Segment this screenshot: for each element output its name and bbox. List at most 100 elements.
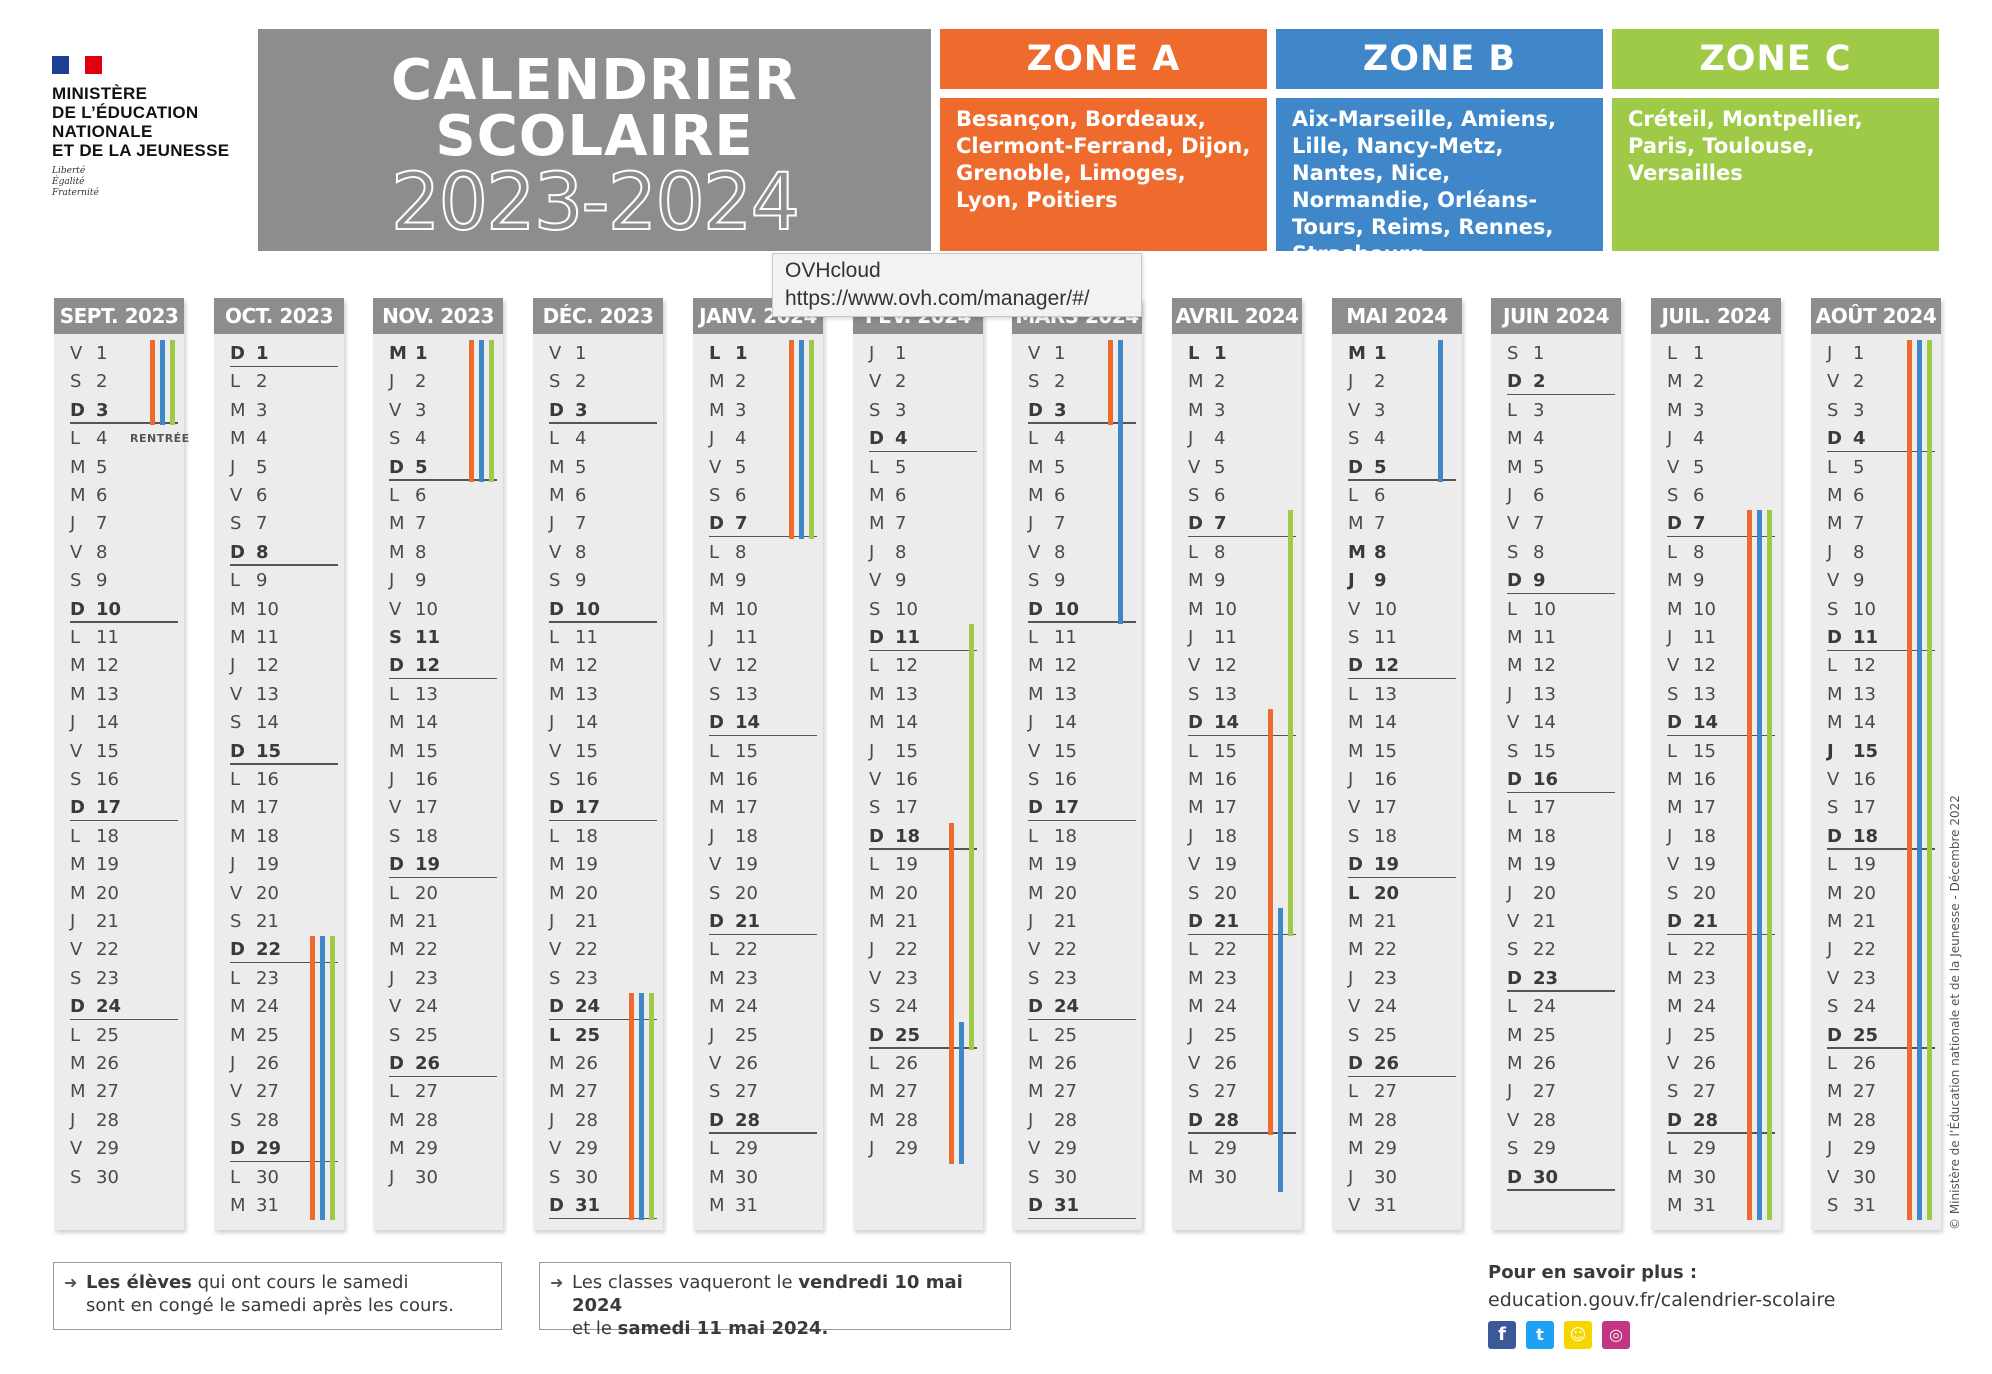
day-letter: J — [1028, 513, 1034, 535]
day-number: 2 — [1533, 371, 1546, 393]
day-row: M 24 — [709, 993, 817, 1021]
day-number: 26 — [415, 1053, 441, 1074]
day-letter: S — [70, 769, 82, 790]
day-row: J 15 — [869, 738, 977, 766]
day-number: 8 — [256, 541, 269, 563]
day-row: V 13 — [230, 681, 338, 709]
day-row: S 20 — [1667, 880, 1775, 908]
day-number: 22 — [1054, 939, 1077, 961]
day-letter: M — [1028, 485, 1044, 506]
snapchat-icon[interactable]: ☺ — [1564, 1321, 1592, 1349]
day-letter: S — [1348, 428, 1360, 450]
day-number: 17 — [96, 797, 122, 819]
day-number: 7 — [575, 513, 587, 535]
day-number: 23 — [735, 967, 758, 989]
holiday-bar-zone-c — [1927, 340, 1932, 1221]
day-number: 10 — [1533, 598, 1556, 620]
day-number: 3 — [415, 399, 427, 421]
day-letter: M — [869, 712, 885, 734]
day-letter: S — [389, 428, 401, 450]
holiday-bar-zone-c — [330, 936, 335, 1221]
day-letter: M — [1827, 683, 1843, 705]
day-number: 15 — [895, 740, 918, 762]
day-number: 1 — [1374, 343, 1387, 364]
twitter-icon[interactable]: t — [1526, 1321, 1554, 1349]
day-number: 13 — [1693, 683, 1716, 705]
day-number: 11 — [1853, 627, 1879, 648]
day-row: J 28 — [70, 1107, 178, 1135]
day-number: 1 — [96, 343, 108, 364]
day-letter: L — [1667, 740, 1678, 762]
day-number: 16 — [256, 769, 279, 790]
day-number: 18 — [575, 825, 598, 847]
day-number: 5 — [1374, 456, 1387, 478]
day-letter: L — [1667, 541, 1678, 563]
holiday-bar-zone-b — [1278, 908, 1283, 1192]
day-letter: M — [1188, 769, 1204, 790]
day-letter: J — [709, 428, 715, 450]
day-letter: J — [1028, 1109, 1034, 1131]
day-row: D 22 — [230, 936, 338, 964]
day-number: 23 — [1214, 967, 1237, 989]
day-row: J 23 — [1348, 965, 1456, 993]
day-letter: V — [70, 939, 83, 961]
day-number: 1 — [1054, 343, 1066, 364]
day-row: J 21 — [70, 908, 178, 936]
day-row: M 28 — [869, 1107, 977, 1135]
day-number: 25 — [96, 1024, 119, 1046]
day-letter: S — [709, 882, 721, 904]
day-number: 21 — [895, 911, 918, 932]
day-row: S 21 — [230, 908, 338, 936]
day-number: 23 — [415, 967, 438, 989]
day-row: J 16 — [389, 766, 497, 794]
holiday-bar-zone-c — [489, 340, 494, 482]
day-number: 27 — [735, 1081, 758, 1103]
day-number: 7 — [1853, 513, 1865, 535]
day-letter: D — [389, 456, 404, 478]
day-letter: S — [869, 399, 881, 421]
day-number: 15 — [1853, 740, 1879, 762]
facebook-icon[interactable]: f — [1488, 1321, 1516, 1349]
day-number: 23 — [1533, 967, 1559, 989]
note-saturday-line2: sont en congé le samedi après les cours. — [86, 1295, 454, 1316]
day-letter: V — [1507, 513, 1520, 535]
day-letter: M — [70, 882, 86, 904]
more-info-title: Pour en savoir plus : — [1488, 1262, 1698, 1283]
day-letter: S — [1348, 825, 1360, 847]
day-row: D 14 — [709, 709, 817, 737]
day-row: S 30 — [70, 1164, 178, 1192]
day-number: 4 — [415, 428, 427, 450]
day-row: L 11 — [1028, 624, 1136, 652]
day-letter: D — [549, 598, 564, 620]
day-number: 15 — [1054, 740, 1077, 762]
day-row: M 19 — [549, 851, 657, 879]
day-number: 19 — [895, 854, 918, 876]
day-number: 3 — [1693, 399, 1705, 421]
day-letter: M — [1667, 769, 1683, 790]
day-letter: D — [869, 1024, 884, 1046]
day-row: S 20 — [709, 880, 817, 908]
day-letter: J — [1827, 1138, 1833, 1160]
day-letter: J — [70, 911, 76, 932]
day-letter: V — [230, 683, 243, 705]
day-letter: M — [1188, 996, 1204, 1018]
instagram-icon[interactable]: ◎ — [1602, 1321, 1630, 1349]
day-number: 8 — [96, 541, 108, 563]
day-letter: D — [1028, 598, 1043, 620]
day-letter: M — [1348, 712, 1364, 734]
day-row: M 21 — [1827, 908, 1935, 936]
day-letter: J — [389, 967, 395, 989]
day-letter: L — [1827, 456, 1838, 478]
day-letter: D — [549, 797, 564, 819]
day-row: D 23 — [1507, 965, 1615, 993]
more-info-link[interactable]: education.gouv.fr/calendrier-scolaire — [1488, 1289, 1836, 1311]
day-row: V 15 — [1028, 738, 1136, 766]
day-number: 25 — [1374, 1024, 1397, 1046]
day-number: 1 — [1853, 343, 1865, 364]
ministry-name-line-1: MINISTÈRE — [52, 84, 148, 103]
day-row: L 26 — [1827, 1050, 1935, 1078]
